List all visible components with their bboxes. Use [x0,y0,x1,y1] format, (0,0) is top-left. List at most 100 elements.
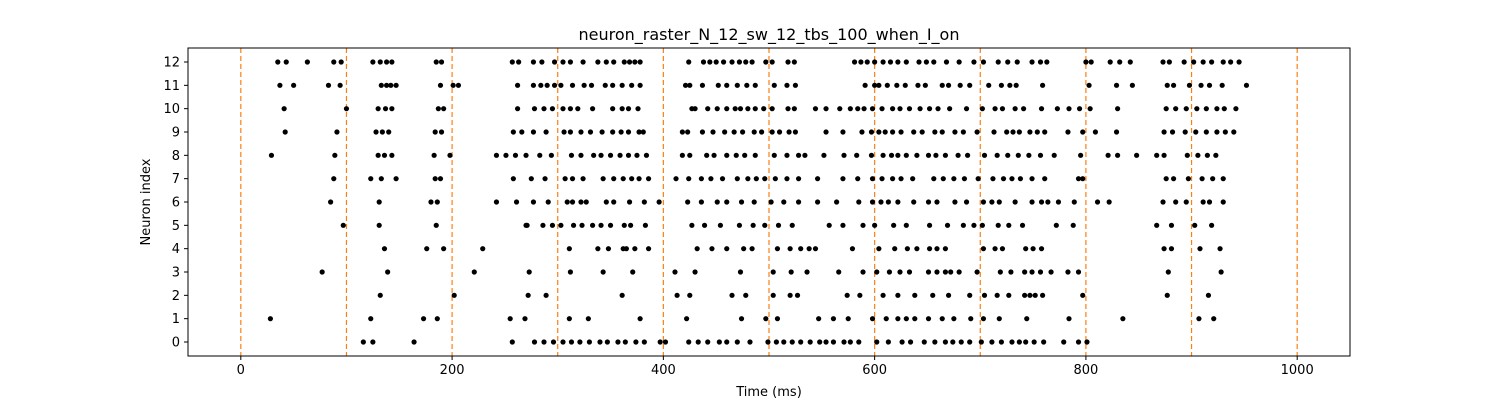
spike-point [530,82,537,88]
spike-point [626,59,633,65]
spike-point [509,59,515,65]
spike-point [789,339,795,345]
spike-point [851,59,858,65]
y-axis-label: Neuron index [139,158,154,245]
spike-point [1027,129,1033,135]
spike-point [776,129,783,135]
spike-point [537,152,543,158]
spike-point [378,82,384,88]
spike-point [686,59,692,65]
spike-point [1024,316,1030,322]
x-tick-label: 1000 [1281,363,1314,378]
spike-point [618,129,624,135]
spike-point [636,129,642,135]
spike-point [724,82,730,88]
spike-point [569,199,576,205]
spike-point [519,129,525,135]
spike-point [635,106,641,112]
spike-point [737,269,744,275]
spike-point [932,129,938,135]
spike-point [1019,222,1026,228]
spike-point [623,246,629,252]
spike-point [989,339,995,345]
spike-point [375,152,381,158]
spike-point [619,106,625,112]
spike-point [775,222,782,228]
spike-point [885,339,891,345]
spike-point [640,129,646,135]
spike-point [577,339,583,345]
spike-point [945,292,952,298]
spike-point [752,82,758,88]
spike-point [744,82,750,88]
spike-point [433,59,439,65]
spike-point [1191,59,1197,65]
spike-point [734,339,740,345]
spike-point [823,339,829,345]
spike-point [381,152,388,158]
spike-point [621,59,627,65]
spike-point [548,152,554,158]
spike-point [841,152,847,158]
spike-point [360,339,366,345]
spike-point [558,222,564,228]
spike-point [562,176,568,182]
spike-point [897,106,903,112]
spike-point [804,269,810,275]
spike-point [386,129,392,135]
spike-point [903,222,909,228]
spike-point [944,222,951,228]
spike-point [1032,292,1038,298]
y-tick-label: 1 [172,312,180,327]
spike-point [1205,292,1212,298]
spike-point [792,129,799,135]
spike-point [543,292,549,298]
spike-point [1211,316,1217,322]
spike-point [996,199,1002,205]
spike-point [1017,176,1024,182]
spike-point [1200,199,1206,205]
spike-point [393,82,399,88]
spike-point [373,129,379,135]
spike-point [869,106,876,112]
spike-point [645,176,652,182]
spike-point [507,316,513,322]
spike-point [1204,152,1210,158]
spike-point [806,246,812,252]
spike-point [952,199,958,205]
spike-point [328,199,334,205]
spike-point [788,269,794,275]
spike-point [750,222,756,228]
spike-point [1243,82,1250,88]
spike-point [566,316,572,322]
spike-point [771,152,777,158]
spike-point [1038,106,1045,112]
spike-point [974,269,980,275]
spike-point [385,269,391,275]
spike-point [1075,339,1082,345]
spike-point [814,199,821,205]
spike-point [738,199,745,205]
spike-point [516,59,522,65]
spike-point [513,199,520,205]
spike-point [737,106,744,112]
spike-point [1005,152,1011,158]
spike-point [752,152,758,158]
spike-point [963,199,970,205]
spike-point [729,292,735,298]
spike-point [812,246,819,252]
spike-point [695,339,701,345]
spike-point [912,292,918,298]
spike-point [325,82,332,88]
spike-point [734,82,740,88]
spike-point [575,106,581,112]
spike-point [922,82,928,88]
spike-point [656,199,662,205]
spike-point [795,199,802,205]
spike-point [925,316,932,322]
spike-point [724,246,730,252]
spike-point [605,246,612,252]
spike-point [926,106,933,112]
spike-point [971,222,977,228]
spike-point [1127,59,1133,65]
